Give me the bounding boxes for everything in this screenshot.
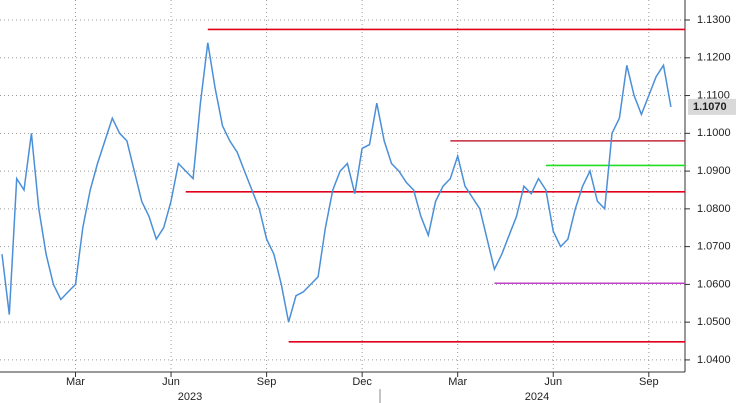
last-price-box [688,98,736,115]
x-tick-label: Sep [257,376,277,388]
x-tick-label: Jun [544,376,562,388]
y-tick-label: 1.0400 [697,354,731,366]
y-tick-label: 1.1200 [697,52,731,64]
y-tick-label: 1.0700 [697,241,731,253]
y-tick-label: 1.0800 [697,203,731,215]
y-tick-label: 1.0500 [697,316,731,328]
x-tick-label: Dec [352,376,372,388]
y-tick-label: 1.1000 [697,127,731,139]
y-tick-label: 1.1100 [697,89,730,101]
x-tick-label: Sep [639,376,659,388]
y-tick-label: 1.1300 [697,14,731,26]
y-tick-label: 1.0600 [697,278,731,290]
year-label: 2023 [178,391,202,403]
x-tick-label: Mar [448,376,467,388]
x-tick-label: Mar [66,376,85,388]
y-tick-label: 1.0900 [697,165,731,177]
price-line [1,42,672,323]
last-price-label: 1.1070 [693,101,727,113]
year-label: 2024 [525,391,549,403]
x-tick-label: Jun [162,376,180,388]
